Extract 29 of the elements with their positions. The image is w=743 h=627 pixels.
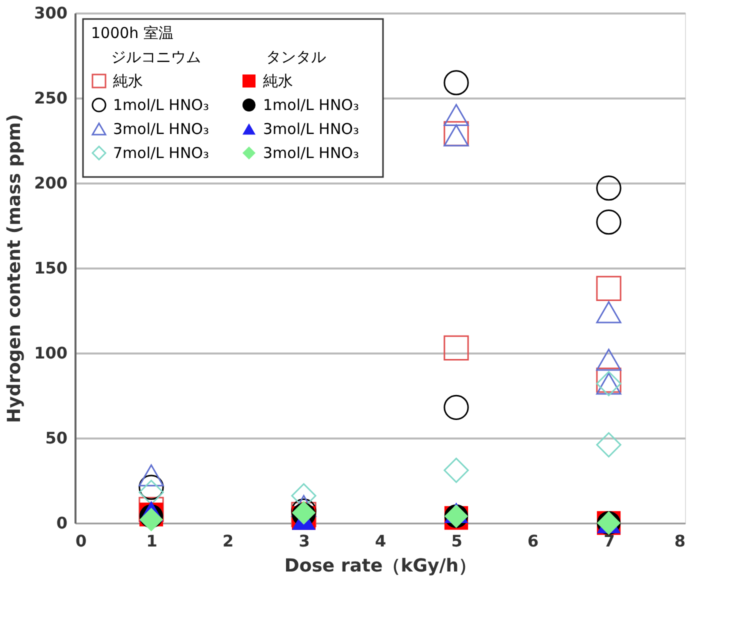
x-tick-label: 7	[604, 532, 615, 550]
legend-label: 純水	[263, 72, 293, 90]
legend-label: 3mol/L HNO₃	[263, 120, 359, 138]
annotation: タンタル	[266, 48, 326, 66]
x-tick-label: 1	[146, 532, 158, 550]
legend-label: 純水	[113, 72, 143, 90]
y-tick-label: 300	[34, 4, 68, 22]
annotation: ジルコニウム	[111, 48, 201, 66]
x-tick-label: 2	[222, 532, 234, 550]
legend-title: 1000h 室温	[91, 24, 174, 42]
legend-label: 1mol/L HNO₃	[113, 96, 209, 114]
y-axis-title: Hydrogen content (mass ppm)	[4, 114, 26, 424]
x-axis-title: Dose rate（kGy/h）	[284, 556, 477, 576]
x-tick-label: 0	[76, 532, 87, 550]
y-tick-label: 250	[34, 88, 68, 108]
x-tick-label: 8	[674, 532, 686, 550]
x-tick-label: 3	[298, 532, 310, 550]
y-tick-label: 200	[34, 174, 68, 192]
legend-label: 7mol/L HNO₃	[113, 144, 209, 162]
x-tick-label: 4	[374, 532, 386, 550]
legend-label: 1mol/L HNO₃	[263, 96, 359, 114]
y-tick-label: 150	[34, 258, 68, 278]
legend-label: 3mol/L HNO₃	[263, 144, 359, 162]
y-tick-label: 0	[56, 514, 68, 532]
legend-label: 3mol/L HNO₃	[113, 120, 209, 138]
x-tick-label: 6	[527, 532, 539, 550]
x-tick-label: 5	[451, 532, 462, 550]
y-tick-label: 100	[34, 344, 68, 362]
y-tick-label: 50	[45, 428, 68, 448]
